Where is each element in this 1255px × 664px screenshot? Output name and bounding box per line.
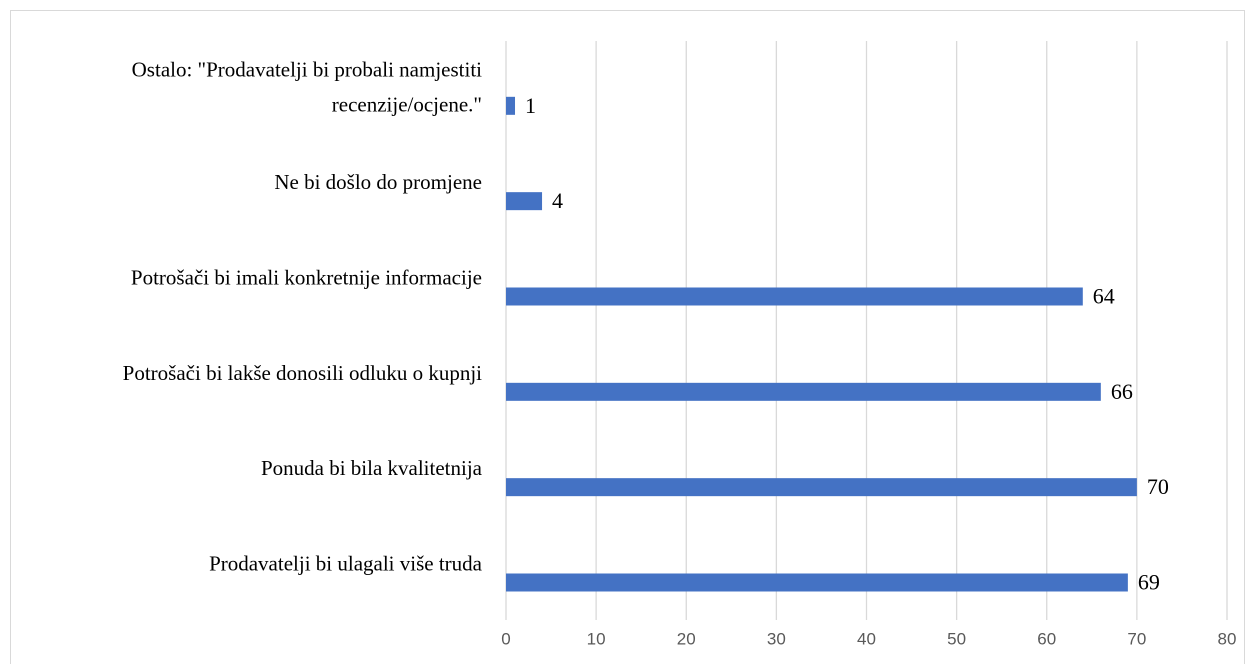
bar — [506, 96, 516, 115]
bar — [506, 287, 1083, 306]
category-label: Ne bi došlo do promjene — [274, 170, 482, 194]
x-tick-label: 30 — [767, 629, 786, 648]
category-label: Potrošači bi imali konkretnije informaci… — [131, 265, 482, 289]
bar — [506, 573, 1128, 592]
data-label: 69 — [1138, 570, 1160, 595]
category-label: Potrošači bi lakše donosili odluku o kup… — [123, 361, 482, 385]
bar — [506, 382, 1101, 401]
x-tick-label: 50 — [947, 629, 966, 648]
category-label: Ostalo: "Prodavatelji bi probali namjest… — [132, 57, 483, 116]
data-label: 70 — [1147, 474, 1169, 499]
x-tick-label: 20 — [677, 629, 696, 648]
data-label: 4 — [552, 188, 563, 213]
data-label: 64 — [1093, 284, 1115, 309]
data-label: 66 — [1111, 379, 1133, 404]
category-label: Ponuda bi bila kvalitetnija — [261, 456, 483, 480]
bar — [506, 192, 543, 211]
bar — [506, 478, 1137, 497]
x-tick-label: 70 — [1127, 629, 1146, 648]
chart-border — [10, 10, 1245, 664]
x-tick-label: 80 — [1218, 629, 1237, 648]
x-tick-label: 60 — [1037, 629, 1056, 648]
category-label: Prodavatelji bi ulagali više truda — [209, 551, 483, 575]
data-label: 1 — [525, 93, 536, 118]
x-tick-label: 0 — [501, 629, 510, 648]
x-tick-label: 40 — [857, 629, 876, 648]
x-tick-label: 10 — [587, 629, 606, 648]
